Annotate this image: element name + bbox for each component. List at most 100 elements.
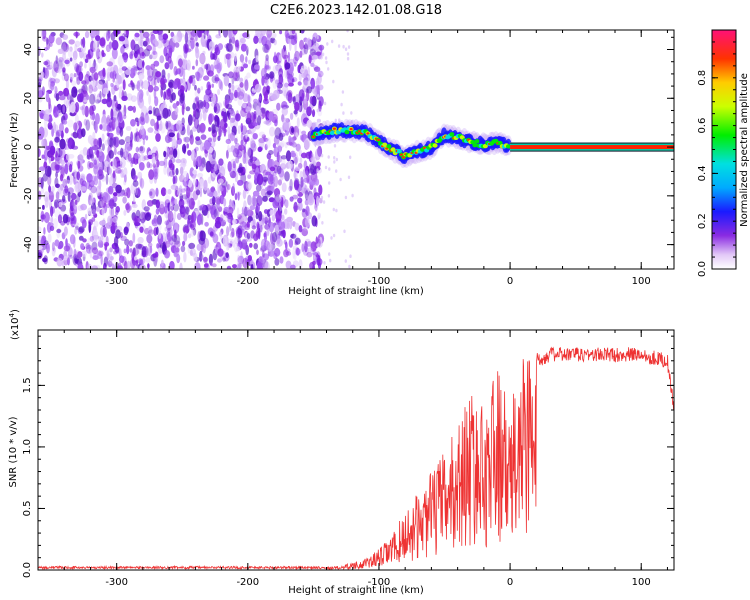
noise-speckle — [84, 30, 90, 39]
noise-speckle — [281, 182, 287, 193]
noise-speckle — [275, 144, 282, 154]
noise-speckle — [330, 236, 333, 240]
noise-speckle — [91, 247, 99, 255]
noise-speckle — [197, 87, 201, 94]
noise-speckle — [192, 102, 197, 110]
noise-speckle — [138, 46, 144, 56]
noise-speckle — [281, 158, 286, 168]
noise-speckle — [307, 66, 310, 77]
noise-speckle — [318, 44, 325, 51]
noise-speckle — [301, 45, 306, 56]
noise-speckle — [173, 246, 177, 254]
noise-speckle — [235, 246, 241, 252]
noise-speckle — [265, 120, 272, 126]
noise-speckle — [170, 184, 177, 190]
spectrogram-ylabel: Frequency (Hz) — [9, 112, 20, 188]
noise-speckle — [113, 30, 119, 37]
noise-speckle — [117, 55, 124, 67]
noise-speckle — [70, 223, 74, 228]
noise-speckle — [53, 106, 59, 118]
noise-speckle — [143, 48, 151, 57]
noise-speckle — [59, 148, 66, 159]
noise-speckle — [63, 245, 71, 252]
noise-speckle — [188, 197, 195, 210]
noise-speckle — [123, 104, 127, 117]
noise-speckle — [62, 178, 67, 189]
noise-speckle — [96, 50, 100, 58]
noise-speckle — [167, 201, 171, 212]
noise-speckle — [195, 189, 201, 196]
x-tick-label: 0 — [507, 577, 513, 588]
noise-speckle — [231, 219, 237, 225]
noise-speckle — [43, 227, 46, 235]
noise-speckle — [43, 240, 49, 246]
noise-speckle — [311, 54, 319, 60]
noise-speckle — [212, 124, 219, 133]
noise-speckle — [75, 31, 78, 39]
noise-speckle — [205, 88, 212, 96]
noise-speckle — [130, 119, 136, 127]
noise-speckle — [188, 233, 192, 239]
colorbar-tick-label: 0.4 — [697, 165, 708, 181]
noise-speckle — [278, 74, 284, 85]
snr-multiplier-close: ) — [10, 309, 21, 313]
noise-speckle — [63, 256, 68, 261]
noise-speckle — [115, 229, 121, 239]
noise-speckle — [256, 249, 259, 256]
noise-speckle — [58, 57, 64, 63]
noise-speckle — [237, 125, 241, 134]
noise-speckle — [77, 251, 83, 258]
noise-speckle — [299, 157, 303, 164]
noise-speckle — [137, 187, 141, 197]
noise-speckle — [294, 179, 299, 191]
noise-speckle — [171, 92, 176, 101]
noise-speckle — [203, 75, 210, 81]
noise-speckle — [74, 255, 79, 264]
noise-speckle — [328, 181, 331, 185]
noise-speckle — [265, 171, 271, 176]
noise-speckle — [88, 81, 96, 90]
noise-speckle — [203, 99, 207, 108]
noise-speckle — [276, 102, 281, 111]
noise-speckle — [167, 188, 172, 195]
noise-speckle — [230, 145, 236, 153]
noise-speckle — [304, 240, 308, 253]
noise-speckle — [182, 58, 185, 66]
noise-speckle — [89, 249, 93, 259]
noise-speckle — [125, 30, 129, 36]
noise-speckle — [269, 71, 275, 79]
noise-speckle — [130, 258, 136, 269]
spectrogram-marks — [38, 30, 674, 269]
noise-speckle — [167, 87, 174, 94]
noise-speckle — [291, 30, 296, 35]
noise-speckle — [212, 196, 216, 206]
x-tick-label: 0 — [507, 276, 513, 287]
noise-speckle — [265, 85, 271, 91]
noise-speckle — [118, 67, 123, 74]
noise-speckle — [274, 120, 278, 127]
noise-speckle — [258, 137, 265, 149]
noise-speckle — [259, 224, 263, 233]
noise-speckle — [295, 132, 299, 139]
noise-speckle — [285, 91, 293, 102]
noise-speckle — [190, 39, 195, 50]
noise-speckle — [43, 61, 49, 66]
noise-speckle — [316, 108, 319, 113]
noise-speckle — [259, 256, 263, 265]
noise-speckle — [95, 35, 101, 41]
noise-speckle — [80, 243, 85, 250]
noise-speckle — [286, 222, 290, 230]
noise-speckle — [84, 213, 88, 220]
noise-speckle — [225, 138, 232, 145]
x-tick-label: 100 — [632, 276, 651, 287]
noise-speckle — [333, 144, 337, 148]
noise-speckle — [263, 91, 268, 102]
noise-speckle — [346, 30, 349, 33]
noise-speckle — [48, 33, 55, 44]
noise-speckle — [38, 87, 43, 98]
noise-speckle — [129, 68, 136, 79]
noise-speckle — [100, 235, 104, 242]
noise-speckle — [331, 39, 334, 44]
noise-speckle — [195, 96, 200, 103]
